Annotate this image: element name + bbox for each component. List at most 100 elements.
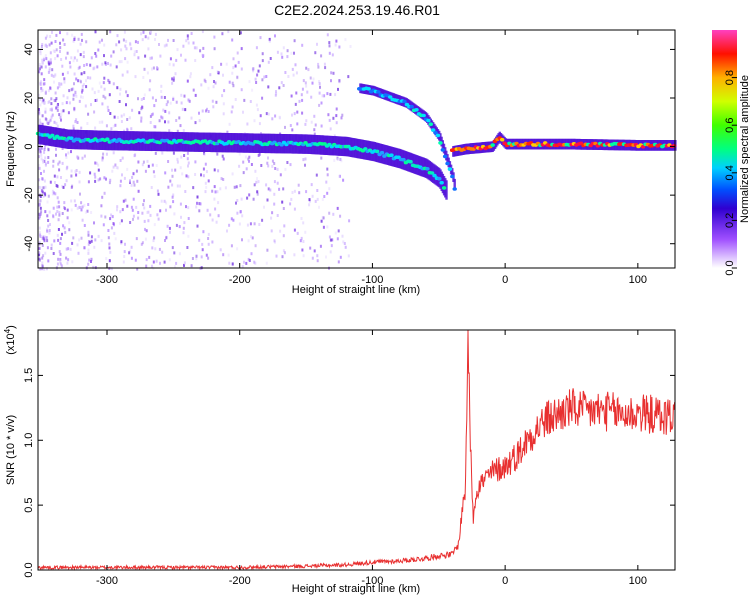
noise-speckle [102, 152, 105, 156]
noise-speckle [302, 221, 305, 225]
noise-speckle [63, 43, 66, 46]
noise-speckle [292, 73, 295, 77]
noise-speckle [129, 41, 132, 45]
noise-speckle [261, 218, 264, 222]
noise-speckle [129, 181, 131, 184]
snr-panel: -300 -200 -100 0 100 0.0 0.5 1.0 1.5 Height of s… [3, 325, 676, 595]
noise-speckle [320, 219, 323, 223]
noise-speckle [190, 116, 193, 120]
noise-speckle [172, 76, 175, 80]
noise-speckle [101, 62, 104, 66]
noise-speckle [63, 201, 66, 205]
noise-speckle [268, 39, 271, 43]
noise-speckle [94, 30, 97, 34]
noise-speckle [231, 262, 234, 266]
noise-speckle [110, 267, 113, 271]
noise-speckle [45, 236, 48, 240]
noise-speckle [152, 239, 155, 243]
noise-speckle [251, 67, 254, 71]
noise-speckle [221, 32, 224, 36]
noise-speckle [222, 112, 225, 116]
noise-speckle [65, 247, 68, 251]
upper-branch-halo [391, 92, 394, 103]
noise-speckle [137, 160, 140, 164]
noise-speckle [301, 248, 304, 252]
noise-speckle [201, 30, 204, 34]
noise-speckle [307, 68, 310, 72]
noise-speckle [79, 80, 82, 84]
noise-speckle [110, 54, 113, 58]
noise-speckle [326, 191, 329, 195]
noise-speckle [48, 100, 51, 104]
main-trace-core [375, 149, 380, 154]
noise-speckle [243, 98, 246, 102]
noise-speckle [43, 145, 46, 149]
noise-speckle [289, 124, 292, 127]
noise-speckle [105, 124, 108, 128]
noise-speckle [113, 115, 116, 119]
noise-speckle [162, 108, 165, 112]
noise-speckle [126, 94, 129, 98]
noise-speckle [339, 157, 342, 161]
noise-speckle [335, 107, 338, 111]
noise-speckle [45, 118, 48, 122]
noise-speckle [121, 156, 124, 160]
noise-speckle [182, 231, 185, 235]
noise-speckle [291, 113, 293, 117]
noise-speckle [297, 183, 300, 187]
noise-speckle [44, 251, 47, 255]
noise-speckle [242, 160, 245, 164]
noise-speckle [38, 214, 41, 218]
noise-speckle [90, 103, 92, 107]
noise-speckle [120, 48, 123, 52]
noise-speckle [266, 198, 269, 202]
noise-speckle [220, 177, 223, 181]
noise-speckle [61, 212, 64, 215]
noise-speckle [129, 179, 131, 183]
noise-speckle [340, 116, 343, 120]
noise-speckle [190, 32, 193, 35]
noise-speckle [267, 112, 270, 116]
noise-speckle [342, 240, 345, 244]
noise-speckle [132, 172, 135, 176]
noise-speckle [70, 169, 73, 173]
noise-speckle [316, 42, 318, 46]
noise-speckle [207, 242, 210, 246]
noise-speckle [55, 147, 57, 151]
noise-speckle [108, 259, 111, 263]
noise-speckle [55, 33, 58, 37]
noise-speckle [257, 69, 260, 73]
noise-speckle [142, 160, 145, 164]
noise-speckle [236, 76, 239, 80]
y-tick-label: 1.0 [23, 433, 35, 448]
noise-speckle [168, 258, 171, 262]
noise-speckle [61, 184, 64, 188]
noise-speckle [47, 148, 50, 152]
noise-speckle [39, 231, 41, 235]
noise-speckle [114, 237, 117, 241]
noise-speckle [240, 67, 243, 71]
noise-speckle [248, 80, 251, 84]
noise-speckle [95, 54, 98, 58]
noise-speckle [144, 169, 147, 173]
upper-branch-core [438, 141, 443, 145]
noise-speckle [146, 71, 149, 75]
noise-speckle [38, 147, 41, 151]
noise-speckle [275, 254, 278, 258]
noise-speckle [51, 189, 54, 193]
noise-speckle [337, 260, 340, 264]
noise-speckle [328, 51, 331, 55]
noise-speckle [274, 240, 276, 244]
noise-speckle [88, 258, 91, 262]
noise-speckle [132, 217, 134, 221]
carrier-line-core [490, 143, 495, 147]
noise-speckle [56, 184, 59, 188]
noise-speckle [40, 153, 43, 157]
noise-speckle [185, 39, 188, 43]
noise-speckle [200, 83, 203, 87]
noise-speckle [58, 205, 61, 209]
noise-speckle [39, 144, 42, 148]
noise-speckle [222, 178, 225, 181]
noise-speckle [58, 213, 61, 217]
